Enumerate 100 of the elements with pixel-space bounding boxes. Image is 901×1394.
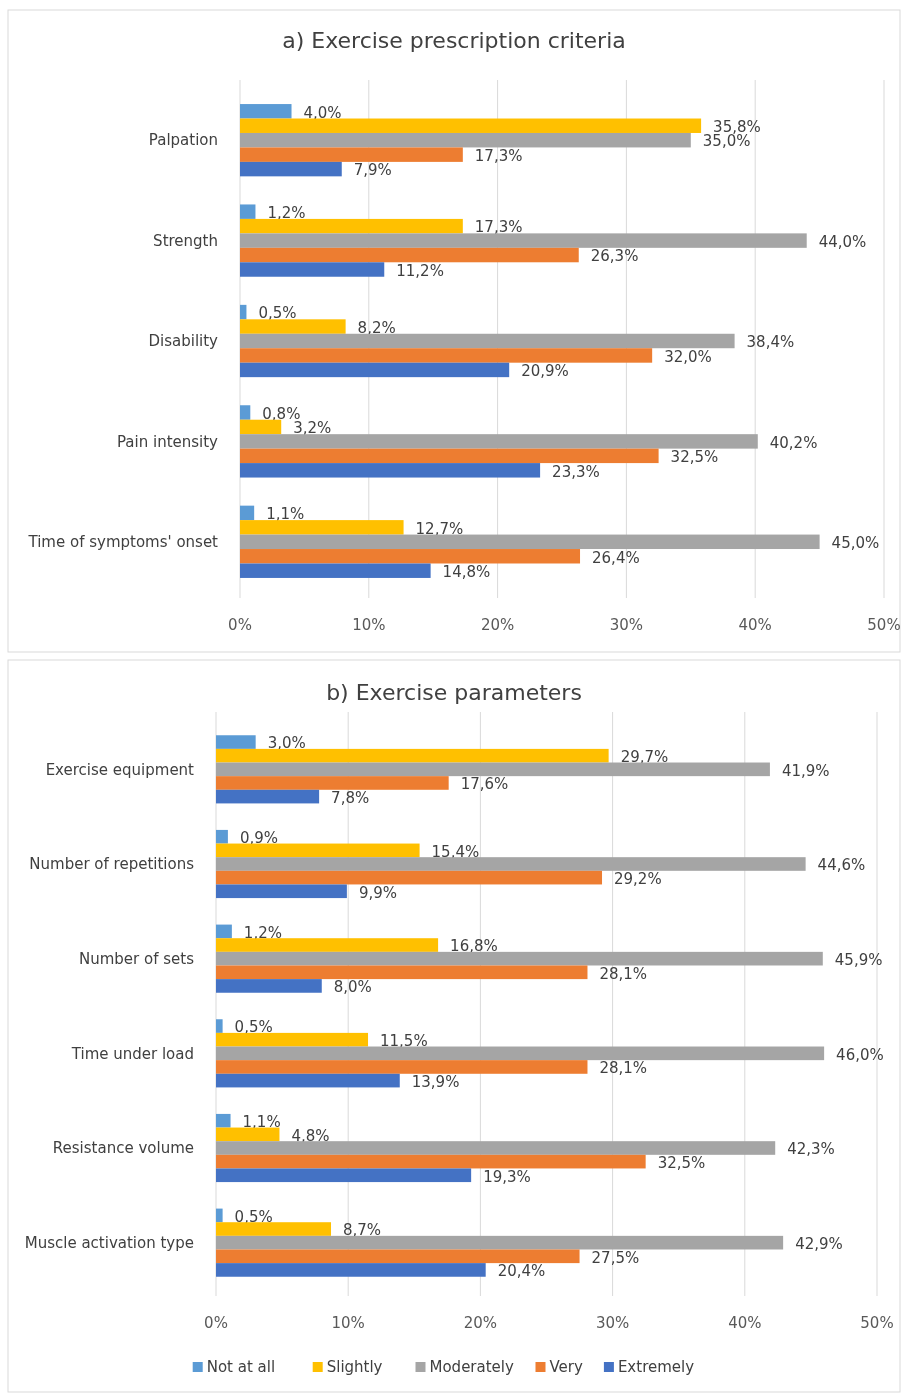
- bar: [240, 534, 820, 550]
- y-tick-label: Resistance volume: [52, 1139, 194, 1158]
- data-label: 27,5%: [591, 1248, 640, 1267]
- data-label: 0,5%: [234, 1018, 273, 1037]
- x-tick-label: 30%: [595, 1314, 630, 1332]
- bar: [216, 1249, 580, 1264]
- bar: [216, 843, 420, 858]
- bar: [216, 762, 770, 777]
- data-label: 42,3%: [787, 1140, 835, 1159]
- bar: [240, 549, 581, 564]
- data-label: 12,7%: [415, 519, 464, 538]
- y-tick-label: Number of repetitions: [29, 855, 195, 874]
- data-label: 0,9%: [239, 828, 279, 847]
- data-label: 0,5%: [234, 1207, 273, 1226]
- data-label: 17,6%: [460, 775, 509, 794]
- x-tick-label: 40%: [738, 616, 772, 634]
- bar: [240, 333, 735, 349]
- data-label: 1,1%: [266, 505, 305, 524]
- y-tick-label: Exercise equipment: [45, 760, 195, 779]
- y-tick-label: Disability: [148, 332, 219, 351]
- legend-label: Slightly: [326, 1358, 383, 1377]
- data-label: 1,2%: [243, 923, 282, 942]
- data-label: 0,5%: [258, 304, 297, 323]
- bar: [216, 1073, 400, 1088]
- data-label: 44,6%: [817, 856, 866, 875]
- x-tick-label: 30%: [609, 616, 644, 634]
- bar: [240, 463, 541, 478]
- bar: [240, 348, 653, 363]
- bar: [216, 829, 228, 844]
- bar: [240, 233, 807, 248]
- data-label: 9,9%: [358, 883, 397, 902]
- bar: [216, 857, 806, 871]
- data-label: 32,5%: [670, 448, 719, 467]
- bar: [216, 735, 256, 749]
- data-label: 26,3%: [590, 247, 639, 266]
- bar: [216, 938, 439, 952]
- bar: [240, 563, 431, 578]
- data-label: 45,9%: [834, 950, 883, 969]
- data-label: 7,8%: [331, 788, 370, 807]
- y-tick-label: Palpation: [148, 131, 218, 150]
- bar: [240, 304, 247, 320]
- bar: [216, 1263, 486, 1277]
- x-tick-label: 20%: [463, 1314, 498, 1332]
- data-label: 4,8%: [291, 1126, 330, 1145]
- data-label: 29,2%: [614, 869, 662, 888]
- bar: [240, 118, 702, 133]
- data-label: 1,1%: [242, 1112, 281, 1131]
- data-label: 8,2%: [357, 318, 396, 337]
- chart-title: a) Exercise prescription criteria: [282, 28, 626, 53]
- data-label: 20,4%: [497, 1262, 546, 1281]
- bar: [216, 1168, 472, 1183]
- legend-label: Very: [549, 1358, 583, 1377]
- legend-label: Moderately: [429, 1358, 515, 1377]
- bar: [240, 434, 758, 449]
- bar: [240, 104, 292, 119]
- data-label: 26,4%: [592, 548, 640, 567]
- data-label: 15,4%: [431, 842, 480, 861]
- data-label: 32,0%: [664, 347, 712, 366]
- bar: [216, 1019, 223, 1033]
- data-label: 8,0%: [333, 978, 372, 997]
- x-tick-label: 20%: [480, 616, 515, 634]
- bar: [240, 147, 463, 162]
- chart-title: b) Exercise parameters: [326, 680, 582, 705]
- bar: [216, 884, 347, 899]
- data-label: 20,9%: [521, 362, 569, 381]
- bar: [216, 1046, 825, 1061]
- data-label: 28,1%: [599, 964, 648, 983]
- data-label: 29,7%: [620, 747, 669, 766]
- y-tick-label: Time of symptoms' onset: [27, 533, 219, 552]
- bar: [216, 776, 449, 790]
- bar: [216, 1235, 784, 1250]
- bar: [240, 161, 342, 177]
- bar: [216, 1208, 223, 1223]
- y-tick-label: Strength: [153, 231, 218, 250]
- bar: [216, 1154, 646, 1169]
- data-label: 13,9%: [411, 1072, 460, 1091]
- data-label: 40,2%: [769, 433, 818, 452]
- data-label: 7,9%: [353, 161, 392, 180]
- bar: [216, 1060, 588, 1074]
- data-label: 17,3%: [474, 218, 523, 237]
- bar: [240, 204, 256, 219]
- bar: [216, 1127, 280, 1142]
- bar: [240, 448, 659, 464]
- bar: [216, 979, 322, 993]
- legend-label: Extremely: [617, 1358, 695, 1377]
- bar: [216, 748, 609, 763]
- bar: [240, 520, 404, 535]
- data-label: 11,2%: [396, 261, 444, 280]
- y-tick-label: Time under load: [70, 1044, 194, 1063]
- y-tick-label: Pain intensity: [116, 432, 219, 451]
- bar: [216, 965, 588, 980]
- data-label: 28,1%: [599, 1059, 648, 1078]
- bar: [216, 789, 320, 804]
- data-label: 42,9%: [795, 1234, 843, 1253]
- data-label: 8,7%: [343, 1221, 382, 1240]
- data-label: 17,3%: [474, 146, 523, 165]
- bar: [240, 218, 463, 234]
- data-label: 44,0%: [818, 232, 867, 251]
- bar: [216, 1032, 369, 1047]
- data-label: 14,8%: [442, 562, 491, 581]
